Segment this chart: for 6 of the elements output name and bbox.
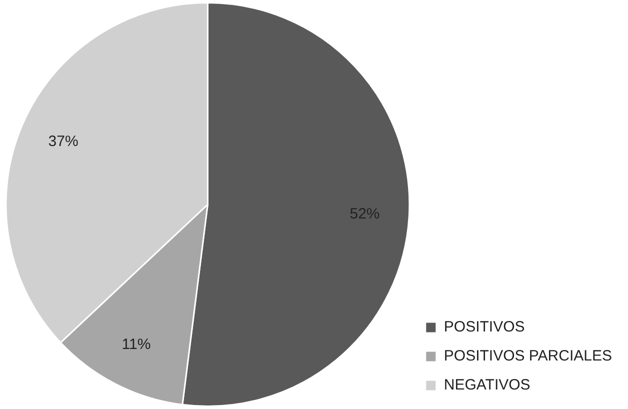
data-label: 11% bbox=[122, 336, 151, 353]
legend-label: POSITIVOS PARCIALES bbox=[444, 348, 612, 365]
data-label: 52% bbox=[350, 206, 380, 223]
legend-label: POSITIVOS bbox=[444, 318, 525, 336]
legend-label: NEGATIVOS bbox=[444, 376, 530, 394]
data-label: 37% bbox=[48, 133, 78, 150]
